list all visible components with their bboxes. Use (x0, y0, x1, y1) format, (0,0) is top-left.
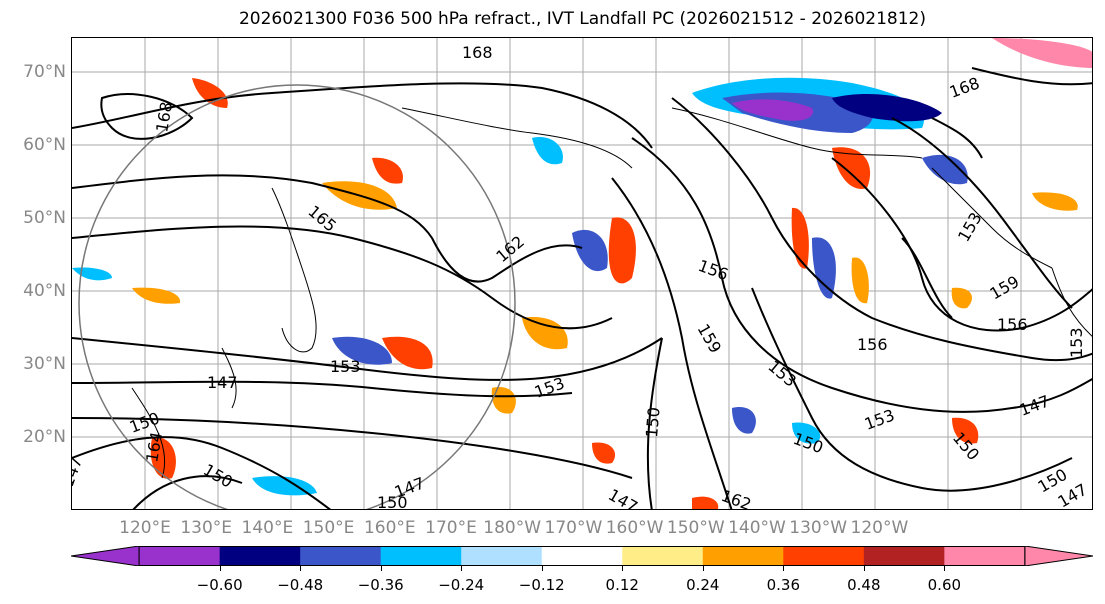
colorbar-bin (300, 546, 382, 566)
contour-label: 168 (947, 73, 982, 101)
colorbar-tick-label: −0.48 (277, 576, 324, 594)
lon-label: 160°W (605, 518, 664, 538)
contour-label: 162 (492, 232, 528, 266)
contour-label: 159 (694, 321, 726, 357)
contour-label: 153 (1067, 327, 1086, 358)
lon-label: 120°W (850, 518, 909, 538)
colorbar-extend-high (1024, 546, 1093, 566)
negative-pc-shading (72, 77, 968, 496)
colorbar-bin (541, 546, 623, 566)
contour-label: 159 (987, 272, 1023, 304)
graticule (72, 38, 1092, 509)
contour-label: 156 (997, 315, 1028, 334)
coastlines (131, 107, 1092, 479)
map-title: 2026021300 F036 500 hPa refract., IVT La… (238, 9, 926, 29)
colorbar-tick-mark (944, 566, 946, 571)
contour-label: 150 (377, 493, 408, 510)
colorbar-bin (139, 546, 221, 566)
contour-label: 153 (954, 209, 986, 245)
contour-label: 168 (152, 100, 176, 133)
colorbar-tick-mark (300, 566, 302, 571)
contour-label: 153 (764, 357, 800, 391)
colorbar-tick-mark (380, 566, 382, 571)
map-canvas: 168 168 168 165 162 156 159 153 147 153 … (72, 38, 1092, 510)
colorbar-extend-low (71, 546, 140, 566)
contour-label: 147 (605, 485, 641, 510)
lon-label: 140°W (728, 518, 786, 538)
colorbar-tick-mark (541, 566, 543, 571)
colorbar-tick-label: −0.60 (196, 576, 243, 594)
lat-label-50n: 50°N (23, 208, 66, 228)
colorbar-tick-mark (863, 566, 865, 571)
colorbar-tick-label: 0.60 (927, 576, 962, 594)
lon-label: 170°E (425, 518, 477, 538)
colorbar-tick-label: 0.48 (847, 576, 881, 594)
contour-label: 147 (207, 373, 238, 392)
height-contours (72, 67, 1092, 509)
contour-label: 147 (72, 454, 86, 489)
colorbar-bin (461, 546, 543, 566)
lat-label-70n: 70°N (23, 62, 66, 82)
colorbar-tick-mark (461, 566, 463, 571)
colorbar-bin (702, 546, 784, 566)
colorbar-tick-label: 0.24 (686, 576, 720, 594)
map-panel: 168 168 168 165 162 156 159 153 147 153 … (71, 37, 1093, 510)
lat-label-20n: 20°N (23, 427, 66, 447)
lon-label: 120°E (119, 518, 171, 538)
lon-label: 150°E (302, 518, 355, 538)
landfall-radius-circle (78, 84, 516, 509)
lon-label: 130°W (789, 518, 848, 538)
colorbar-tick-label: 0.12 (605, 576, 639, 594)
colorbar-bin (944, 546, 1026, 566)
colorbar-tick-mark (622, 566, 624, 571)
colorbar-outline (138, 546, 1026, 566)
colorbar-tick-label: −0.24 (438, 576, 485, 594)
lat-label-30n: 30°N (23, 354, 66, 374)
contour-label: 153 (330, 357, 361, 376)
colorbar-bin (863, 546, 945, 566)
colorbar-bin (622, 546, 704, 566)
colorbar-bin (219, 546, 301, 566)
colorbar-tick-label: −0.36 (357, 576, 404, 594)
contour-label: 156 (857, 335, 888, 354)
lon-label: 170°W (544, 518, 603, 538)
lon-label: 140°E (241, 518, 294, 538)
lat-label-40n: 40°N (23, 281, 66, 301)
lon-label: 150°W (666, 518, 725, 538)
colorbar-tick-label: 0.36 (766, 576, 800, 594)
lon-label: 180°W (483, 518, 542, 538)
colorbar (71, 546, 1093, 566)
contour-label: 147 (1017, 391, 1052, 419)
colorbar-bin (783, 546, 865, 566)
colorbar-tick-label: −0.12 (518, 576, 565, 594)
positive-pc-shading (132, 38, 1092, 509)
lon-label: 160°E (363, 518, 416, 538)
colorbar-tick-mark (702, 566, 704, 571)
contour-label: 162 (719, 486, 754, 510)
contour-label: 150 (642, 406, 664, 438)
contour-label: 156 (696, 256, 731, 284)
lon-label: 130°E (180, 518, 233, 538)
colorbar-tick-mark (783, 566, 785, 571)
contour-label: 168 (462, 43, 493, 62)
contour-label: 153 (862, 405, 897, 433)
colorbar-bin (380, 546, 462, 566)
lat-label-60n: 60°N (23, 135, 66, 155)
colorbar-tick-mark (219, 566, 221, 571)
